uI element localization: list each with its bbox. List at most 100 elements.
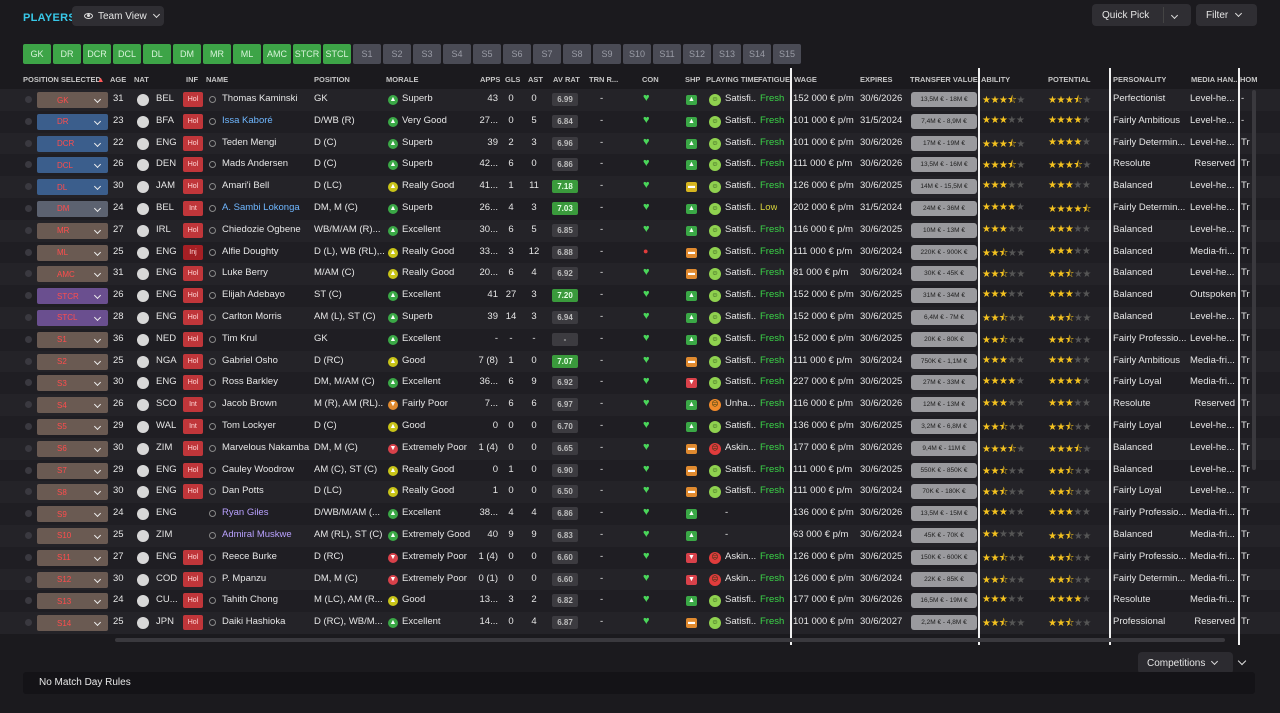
table-row[interactable]: S13 24 CU... Hol Tahith Chong M (LC), AM… <box>0 590 1280 613</box>
position-chip[interactable]: S8 <box>563 44 591 64</box>
position-chip[interactable]: S14 <box>743 44 771 64</box>
table-row[interactable]: S8 30 ENG Hol Dan Potts D (LC) ▲ Really … <box>0 481 1280 504</box>
table-row[interactable]: AMC 31 ENG Hol Luke Berry M/AM (C) ▲ Rea… <box>0 263 1280 286</box>
col-potential[interactable]: POTENTIAL <box>1048 75 1091 84</box>
chevron-down-icon[interactable] <box>1170 11 1179 20</box>
player-name-link[interactable]: Ryan Giles <box>222 507 269 519</box>
position-selected-dropdown[interactable]: STCL <box>37 309 108 326</box>
position-selected-dropdown[interactable]: S11 <box>37 549 108 566</box>
player-name-link[interactable]: Amari'i Bell <box>222 180 270 192</box>
position-chip[interactable]: S6 <box>503 44 531 64</box>
competitions-dropdown[interactable]: Competitions <box>1138 652 1233 674</box>
row-select-radio[interactable] <box>25 575 32 583</box>
col-name[interactable]: NAME <box>206 75 229 84</box>
team-view-button[interactable]: Team View <box>72 6 164 26</box>
table-row[interactable]: S2 25 NGA Hol Gabriel Osho D (RC) ▲ Good… <box>0 350 1280 373</box>
player-name-link[interactable]: Tom Lockyer <box>222 419 276 431</box>
col-shp[interactable]: SHP <box>685 75 701 84</box>
position-chip[interactable]: STCL <box>323 44 351 64</box>
player-name-link[interactable]: Admiral Muskwe <box>222 528 292 540</box>
filter-button[interactable]: Filter <box>1196 4 1257 26</box>
position-chip[interactable]: S2 <box>383 44 411 64</box>
col-av-rat[interactable]: AV RAT <box>553 75 580 84</box>
table-row[interactable]: DM 24 BEL Int A. Sambi Lokonga DM, M (C)… <box>0 197 1280 220</box>
position-chip[interactable]: MR <box>203 44 231 64</box>
position-chip[interactable]: S15 <box>773 44 801 64</box>
position-chip[interactable]: S4 <box>443 44 471 64</box>
position-selected-dropdown[interactable]: S5 <box>37 418 108 435</box>
position-selected-dropdown[interactable]: DCL <box>37 157 108 174</box>
row-select-radio[interactable] <box>25 357 32 365</box>
position-selected-dropdown[interactable]: S13 <box>37 593 108 610</box>
position-chip[interactable]: ML <box>233 44 261 64</box>
position-selected-dropdown[interactable]: S8 <box>37 484 108 501</box>
position-chip[interactable]: AMC <box>263 44 291 64</box>
player-name-link[interactable]: Tim Krul <box>222 332 258 344</box>
table-row[interactable]: S6 30 ZIM Hol Marvelous Nakamba DM, M (C… <box>0 437 1280 460</box>
player-name-link[interactable]: Alfie Doughty <box>222 245 279 257</box>
quick-pick-button[interactable]: Quick Pick <box>1092 4 1191 26</box>
table-row[interactable]: DL 30 JAM Hol Amari'i Bell D (LC) ▲ Real… <box>0 176 1280 198</box>
position-selected-dropdown[interactable]: S10 <box>37 527 108 544</box>
position-chip[interactable]: DR <box>53 44 81 64</box>
player-name-link[interactable]: Mads Andersen <box>222 158 289 170</box>
player-name-link[interactable]: Daiki Hashioka <box>222 616 286 628</box>
collapse-chevron-icon[interactable] <box>1237 656 1247 666</box>
col-inf[interactable]: INF <box>186 75 199 84</box>
player-name-link[interactable]: Gabriel Osho <box>222 354 278 366</box>
position-chip[interactable]: DL <box>143 44 171 64</box>
player-name-link[interactable]: Chiedozie Ogbene <box>222 223 301 235</box>
row-select-radio[interactable] <box>25 226 32 234</box>
position-chip[interactable]: STCR <box>293 44 321 64</box>
table-row[interactable]: STCL 28 ENG Hol Carlton Morris AM (L), S… <box>0 306 1280 329</box>
row-select-radio[interactable] <box>25 313 32 321</box>
position-selected-dropdown[interactable]: AMC <box>37 266 108 283</box>
table-row[interactable]: S4 26 SCO Int Jacob Brown M (R), AM (RL)… <box>0 394 1280 416</box>
row-select-radio[interactable] <box>25 597 32 605</box>
table-row[interactable]: S7 29 ENG Hol Cauley Woodrow AM (C), ST … <box>0 459 1280 482</box>
row-select-radio[interactable] <box>25 204 32 212</box>
row-select-radio[interactable] <box>25 488 32 496</box>
row-select-radio[interactable] <box>25 553 32 561</box>
table-row[interactable]: ML 25 ENG Inj Alfie Doughty D (L), WB (R… <box>0 241 1280 264</box>
row-select-radio[interactable] <box>25 96 32 103</box>
table-row[interactable]: S12 30 COD Hol P. Mpanzu DM, M (C) ▼ Ext… <box>0 568 1280 591</box>
table-row[interactable]: STCR 26 ENG Hol Elijah Adebayo ST (C) ▲ … <box>0 285 1280 307</box>
player-name-link[interactable]: A. Sambi Lokonga <box>222 201 300 213</box>
player-name-link[interactable]: Cauley Woodrow <box>222 463 295 475</box>
row-select-radio[interactable] <box>25 466 32 474</box>
col-age[interactable]: AGE <box>110 75 127 84</box>
col-personality[interactable]: PERSONALITY <box>1113 75 1167 84</box>
position-selected-dropdown[interactable]: MR <box>37 222 108 239</box>
table-row[interactable]: S3 30 ENG Hol Ross Barkley DM, M/AM (C) … <box>0 372 1280 395</box>
player-name-link[interactable]: Marvelous Nakamba <box>222 441 310 453</box>
table-row[interactable]: S1 36 NED Hol Tim Krul GK ▲ Excellent - … <box>0 328 1280 351</box>
col-media-handling[interactable]: MEDIA HAN... <box>1191 75 1237 84</box>
player-name-link[interactable]: Reece Burke <box>222 550 277 562</box>
col-position-selected[interactable]: POSITION SELECTED <box>23 75 101 84</box>
row-select-radio[interactable] <box>25 619 32 627</box>
position-chip[interactable]: DCR <box>83 44 111 64</box>
position-chip[interactable]: GK <box>23 44 51 64</box>
table-row[interactable]: DCR 22 ENG Hol Teden Mengi D (C) ▲ Super… <box>0 132 1280 155</box>
position-selected-dropdown[interactable]: DCR <box>37 135 108 152</box>
position-selected-dropdown[interactable]: S7 <box>37 462 108 479</box>
row-select-radio[interactable] <box>25 270 32 278</box>
position-selected-dropdown[interactable]: DR <box>37 113 108 130</box>
position-selected-dropdown[interactable]: STCR <box>37 288 108 305</box>
position-chip[interactable]: S3 <box>413 44 441 64</box>
position-chip[interactable]: S10 <box>623 44 651 64</box>
table-row[interactable]: S10 25 ZIM Admiral Muskwe AM (RL), ST (C… <box>0 524 1280 547</box>
player-name-link[interactable]: Carlton Morris <box>222 310 282 322</box>
position-chip[interactable]: S12 <box>683 44 711 64</box>
col-position[interactable]: POSITION <box>314 75 350 84</box>
position-chip[interactable]: S7 <box>533 44 561 64</box>
col-playing-time[interactable]: PLAYING TIME <box>706 75 759 84</box>
col-ability[interactable]: ABILITY <box>981 75 1011 84</box>
player-name-link[interactable]: Tahith Chong <box>222 594 278 606</box>
position-selected-dropdown[interactable]: S6 <box>37 440 108 457</box>
table-row[interactable]: S11 27 ENG Hol Reece Burke D (RC) ▼ Extr… <box>0 546 1280 569</box>
position-selected-dropdown[interactable]: DL <box>37 179 108 196</box>
col-expires[interactable]: EXPIRES <box>860 75 893 84</box>
col-morale[interactable]: MORALE <box>386 75 419 84</box>
